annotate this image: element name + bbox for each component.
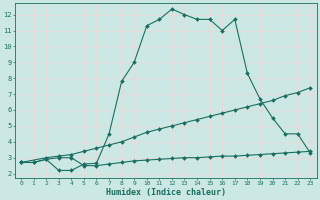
X-axis label: Humidex (Indice chaleur): Humidex (Indice chaleur) bbox=[106, 188, 226, 197]
